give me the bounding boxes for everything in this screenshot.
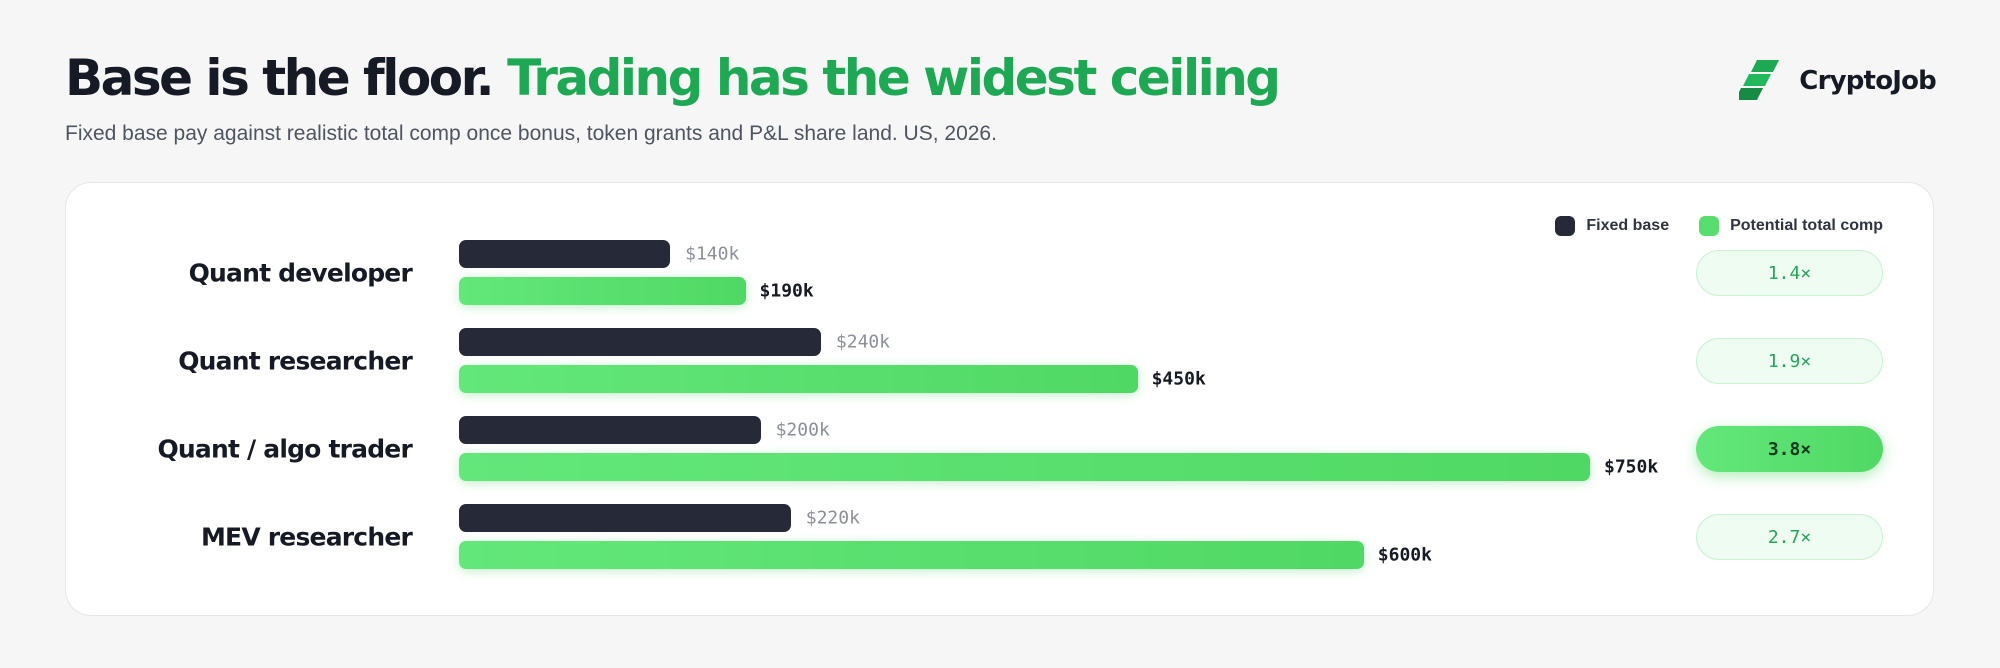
brand-name: CryptoJob	[1799, 66, 1937, 96]
value-label-base-quant-developer: $140k	[685, 243, 740, 265]
bar-total-quant-developer	[459, 277, 746, 305]
bar-base-quant-developer	[459, 240, 671, 268]
brand-logo: CryptoJob	[1735, 58, 1937, 104]
legend-swatch-base	[1555, 216, 1576, 236]
legend-label-base: Fixed base	[1586, 217, 1670, 234]
cryptojob-logo-icon	[1735, 58, 1785, 104]
value-label-base-quant-researcher: $240k	[835, 331, 891, 353]
row-label-quant-researcher: Quant researcher	[178, 346, 413, 376]
page-subtitle: Fixed base pay against realistic total c…	[65, 122, 997, 145]
value-label-total-mev-researcher: $600k	[1377, 544, 1432, 566]
bar-base-quant-algo-trader	[459, 416, 761, 444]
title-main: Base is the floor.	[65, 49, 495, 107]
value-label-base-quant-algo-trader: $200k	[775, 419, 830, 441]
value-label-total-quant-algo-trader: $750k	[1604, 456, 1659, 478]
page-title: Base is the floor. Trading has the wides…	[65, 48, 1940, 108]
bar-total-quant-algo-trader	[459, 453, 1590, 481]
value-label-total-quant-developer: $190k	[759, 280, 814, 302]
legend-item-total: Potential total comp	[1699, 216, 1883, 236]
legend-item-base: Fixed base	[1555, 216, 1669, 236]
value-label-total-quant-researcher: $450k	[1151, 368, 1206, 390]
bar-total-mev-researcher	[459, 541, 1364, 569]
row-label-quant-algo-trader: Quant / algo trader	[157, 434, 412, 464]
legend-label-total: Potential total comp	[1730, 217, 1883, 234]
multiplier-badge-quant-researcher: 1.9×	[1696, 338, 1883, 384]
bar-base-mev-researcher	[459, 504, 791, 532]
multiplier-badge-quant-developer: 1.4×	[1696, 250, 1883, 296]
multiplier-badge-quant-algo-trader: 3.8×	[1696, 426, 1883, 472]
chart-legend: Fixed base Potential total comp	[1555, 216, 1883, 236]
title-accent: Trading has the widest ceiling	[507, 49, 1281, 107]
row-label-mev-researcher: MEV researcher	[200, 522, 413, 552]
row-label-quant-developer: Quant developer	[188, 258, 413, 288]
chart-card: Fixed base Potential total comp Quant de…	[65, 182, 1934, 616]
bar-total-quant-researcher	[459, 365, 1138, 393]
legend-swatch-total	[1699, 216, 1720, 236]
bar-base-quant-researcher	[459, 328, 821, 356]
multiplier-badge-mev-researcher: 2.7×	[1696, 514, 1883, 560]
header: Base is the floor. Trading has the wides…	[65, 48, 1940, 146]
value-label-base-mev-researcher: $220k	[805, 507, 860, 529]
